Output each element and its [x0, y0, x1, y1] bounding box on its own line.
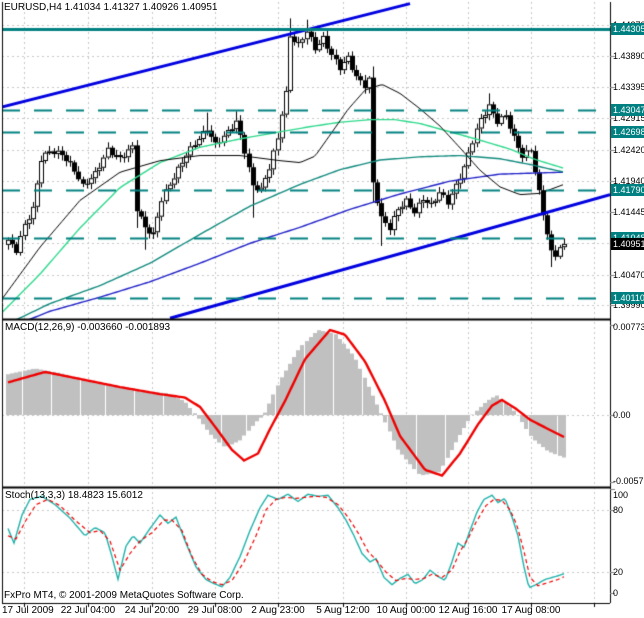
price-tick-label: 1.43890	[613, 51, 644, 61]
price-tick-label: 1.41940	[613, 176, 644, 186]
price-tick-label: 1.39990	[613, 300, 644, 310]
stoch-tick-label: 20	[613, 567, 624, 577]
time-axis-label: 5 Aug 12:00	[316, 605, 370, 616]
macd-tick-label: 0.00773	[613, 322, 644, 332]
time-axis-label: 12 Aug 16:00	[438, 605, 498, 616]
time-axis-label: 10 Aug 00:00	[376, 605, 436, 616]
macd-indicator-label: MACD(12,26,9) -0.003660 -0.001893	[5, 322, 171, 333]
time-axis-label: 2 Aug 23:00	[251, 605, 305, 616]
stoch-tick-label: 0	[613, 588, 619, 598]
chart-title-ohlc: EURUSD,H4 1.41034 1.41327 1.40926 1.4095…	[4, 2, 218, 13]
price-tick-label: 1.43395	[613, 82, 644, 92]
price-level-badge: 1.44305	[611, 23, 644, 35]
time-axis-label: 17 Aug 08:00	[501, 605, 561, 616]
price-tick-label: 1.41445	[613, 207, 644, 217]
stoch-tick-label: 100	[613, 490, 629, 500]
copyright-text: FxPro MT4, © 2001-2009 MetaQuotes Softwa…	[4, 590, 244, 601]
price-tick-label: 1.42420	[613, 145, 644, 155]
price-level-badge: 1.40110	[611, 292, 644, 304]
current-price-badge: 1.40951	[611, 238, 644, 250]
price-level-badge: 1.43047	[611, 104, 644, 116]
time-axis-label: 17 Jul 2009	[2, 605, 54, 616]
time-axis-label: 29 Jul 08:00	[187, 605, 243, 616]
price-level-badge: 1.41790	[611, 184, 644, 196]
time-axis-label: 24 Jul 20:00	[124, 605, 180, 616]
stoch-tick-label: 80	[613, 505, 624, 515]
macd-tick-label: -0.00575	[613, 476, 644, 486]
time-axis-label: 22 Jul 04:00	[60, 605, 116, 616]
price-level-badge: 1.42698	[611, 126, 644, 138]
price-tick-label: 1.40470	[613, 270, 644, 280]
stoch-indicator-label: Stoch(13,3,3) 18.4823 15.6012	[5, 490, 143, 501]
macd-tick-label: 0.00	[613, 410, 631, 420]
price-tick-label: 1.42915	[613, 113, 644, 123]
